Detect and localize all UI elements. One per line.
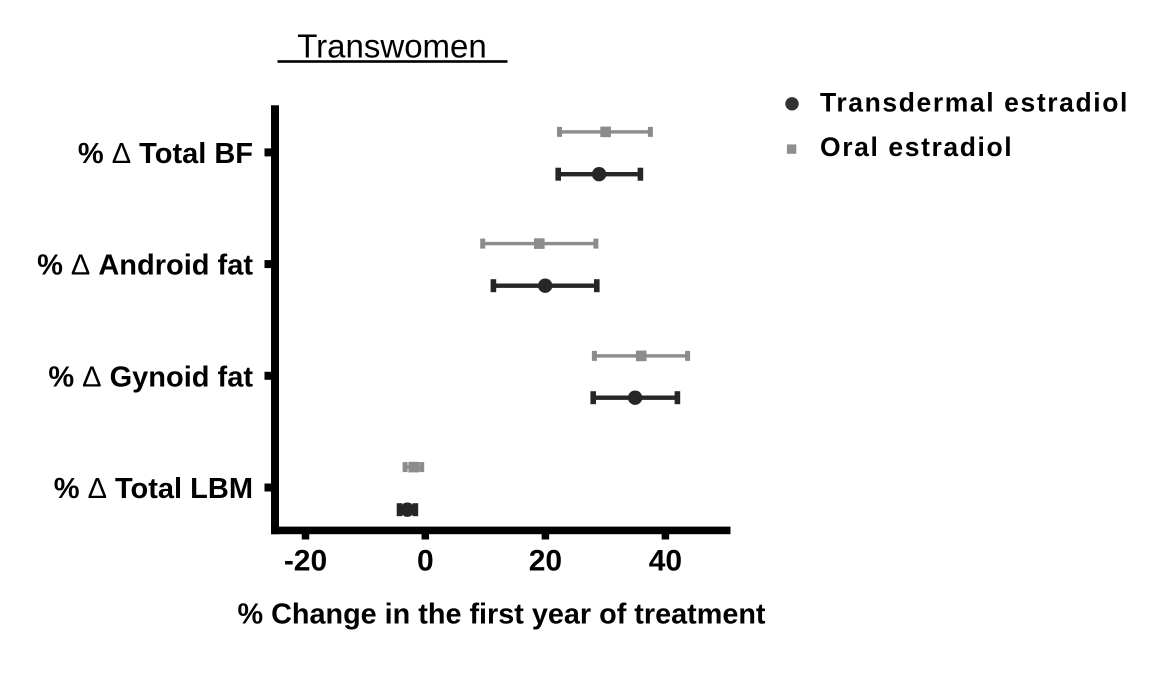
svg-text:0: 0 — [417, 545, 434, 578]
svg-text:-20: -20 — [284, 545, 327, 578]
svg-text:Transdermal estradiol: Transdermal estradiol — [820, 88, 1129, 118]
svg-text:Transwomen: Transwomen — [297, 28, 487, 65]
svg-text:% Δ Total BF: % Δ Total BF — [78, 138, 253, 170]
svg-text:% Δ Total LBM: % Δ Total LBM — [54, 473, 253, 505]
svg-text:% Change in the first year of: % Change in the first year of treatment — [237, 599, 765, 631]
svg-text:Oral estradiol: Oral estradiol — [820, 132, 1013, 162]
svg-text:40: 40 — [649, 545, 682, 578]
svg-text:% Δ Android fat: % Δ Android fat — [37, 250, 253, 282]
svg-text:20: 20 — [529, 545, 562, 578]
svg-text:% Δ Gynoid fat: % Δ Gynoid fat — [48, 361, 253, 393]
